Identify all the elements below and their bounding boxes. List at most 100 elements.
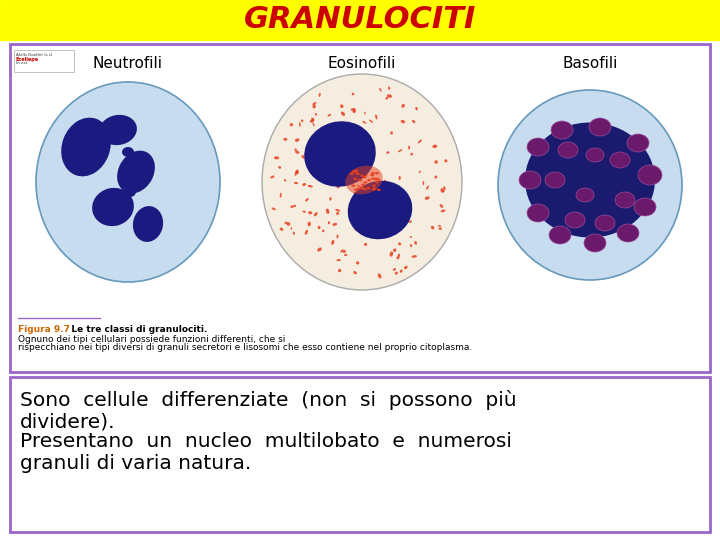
- Bar: [0, 0, 720, 40]
- Ellipse shape: [328, 161, 333, 166]
- Ellipse shape: [310, 119, 314, 123]
- Ellipse shape: [336, 259, 341, 261]
- Ellipse shape: [589, 118, 611, 136]
- Ellipse shape: [290, 227, 292, 230]
- Ellipse shape: [133, 206, 163, 242]
- Ellipse shape: [390, 206, 393, 211]
- Ellipse shape: [330, 138, 335, 140]
- Text: Ecellepe: Ecellepe: [16, 57, 39, 62]
- Ellipse shape: [307, 165, 312, 168]
- Bar: [14, 50, 74, 72]
- Ellipse shape: [414, 241, 417, 245]
- Ellipse shape: [364, 181, 367, 184]
- Text: Presentano  un  nucleo  multilobato  e  numerosi: Presentano un nucleo multilobato e numer…: [20, 432, 512, 451]
- Ellipse shape: [351, 108, 354, 111]
- Text: Ognuno dei tipi cellulari possiede funzioni differenti, che si: Ognuno dei tipi cellulari possiede funzi…: [18, 335, 285, 344]
- Ellipse shape: [441, 210, 445, 212]
- Ellipse shape: [357, 211, 361, 214]
- Text: GRANULOCITI: GRANULOCITI: [244, 5, 476, 35]
- Text: Neutrofili: Neutrofili: [93, 57, 163, 71]
- Ellipse shape: [376, 237, 379, 239]
- Ellipse shape: [336, 234, 338, 239]
- Ellipse shape: [527, 204, 549, 222]
- Ellipse shape: [312, 104, 316, 109]
- Ellipse shape: [350, 172, 354, 175]
- Ellipse shape: [361, 184, 365, 186]
- Ellipse shape: [274, 156, 279, 159]
- Ellipse shape: [364, 112, 366, 114]
- Ellipse shape: [367, 156, 371, 160]
- Ellipse shape: [331, 240, 334, 245]
- Ellipse shape: [375, 181, 379, 184]
- Ellipse shape: [374, 178, 378, 180]
- Ellipse shape: [311, 118, 314, 121]
- Ellipse shape: [387, 94, 392, 98]
- Ellipse shape: [295, 171, 299, 174]
- Ellipse shape: [375, 223, 379, 227]
- Ellipse shape: [348, 181, 413, 239]
- Ellipse shape: [61, 118, 111, 177]
- Ellipse shape: [318, 247, 322, 252]
- Ellipse shape: [351, 185, 356, 187]
- Ellipse shape: [377, 178, 380, 181]
- Ellipse shape: [354, 178, 357, 180]
- Ellipse shape: [302, 183, 306, 186]
- Ellipse shape: [372, 216, 374, 218]
- Ellipse shape: [359, 179, 362, 181]
- Ellipse shape: [379, 88, 382, 92]
- Ellipse shape: [610, 152, 630, 168]
- Ellipse shape: [359, 187, 364, 190]
- Ellipse shape: [364, 173, 368, 177]
- Ellipse shape: [375, 172, 379, 174]
- Ellipse shape: [349, 134, 351, 139]
- Ellipse shape: [390, 251, 393, 256]
- Ellipse shape: [361, 208, 364, 210]
- Ellipse shape: [398, 149, 402, 152]
- Ellipse shape: [308, 211, 312, 214]
- Ellipse shape: [351, 93, 354, 96]
- Ellipse shape: [302, 211, 306, 213]
- Ellipse shape: [344, 254, 347, 256]
- Ellipse shape: [290, 205, 294, 208]
- Ellipse shape: [362, 121, 366, 124]
- Ellipse shape: [339, 166, 343, 168]
- Ellipse shape: [343, 249, 346, 253]
- Ellipse shape: [354, 188, 358, 191]
- Ellipse shape: [375, 114, 377, 119]
- Ellipse shape: [299, 122, 301, 127]
- Ellipse shape: [325, 166, 328, 169]
- Ellipse shape: [425, 197, 430, 200]
- Ellipse shape: [307, 185, 313, 187]
- Ellipse shape: [341, 249, 343, 253]
- Ellipse shape: [361, 187, 365, 190]
- Ellipse shape: [400, 269, 402, 273]
- Ellipse shape: [364, 188, 367, 191]
- Ellipse shape: [431, 226, 434, 230]
- Ellipse shape: [386, 151, 390, 154]
- Ellipse shape: [367, 221, 370, 225]
- Ellipse shape: [395, 272, 398, 275]
- Ellipse shape: [336, 209, 340, 212]
- Ellipse shape: [419, 171, 421, 173]
- Ellipse shape: [311, 147, 315, 150]
- Ellipse shape: [410, 153, 413, 156]
- Ellipse shape: [294, 148, 297, 151]
- Ellipse shape: [329, 197, 332, 201]
- Ellipse shape: [294, 172, 297, 176]
- Ellipse shape: [438, 225, 441, 227]
- Ellipse shape: [349, 135, 353, 139]
- Ellipse shape: [305, 198, 309, 201]
- Ellipse shape: [287, 222, 290, 226]
- Ellipse shape: [388, 218, 391, 223]
- Ellipse shape: [333, 223, 337, 226]
- Ellipse shape: [558, 142, 578, 158]
- Ellipse shape: [371, 172, 375, 174]
- Ellipse shape: [433, 145, 437, 148]
- Ellipse shape: [412, 255, 417, 258]
- Ellipse shape: [279, 193, 282, 198]
- Ellipse shape: [271, 207, 276, 210]
- Ellipse shape: [551, 121, 573, 139]
- Ellipse shape: [525, 123, 655, 238]
- Ellipse shape: [399, 176, 401, 180]
- Ellipse shape: [363, 231, 366, 235]
